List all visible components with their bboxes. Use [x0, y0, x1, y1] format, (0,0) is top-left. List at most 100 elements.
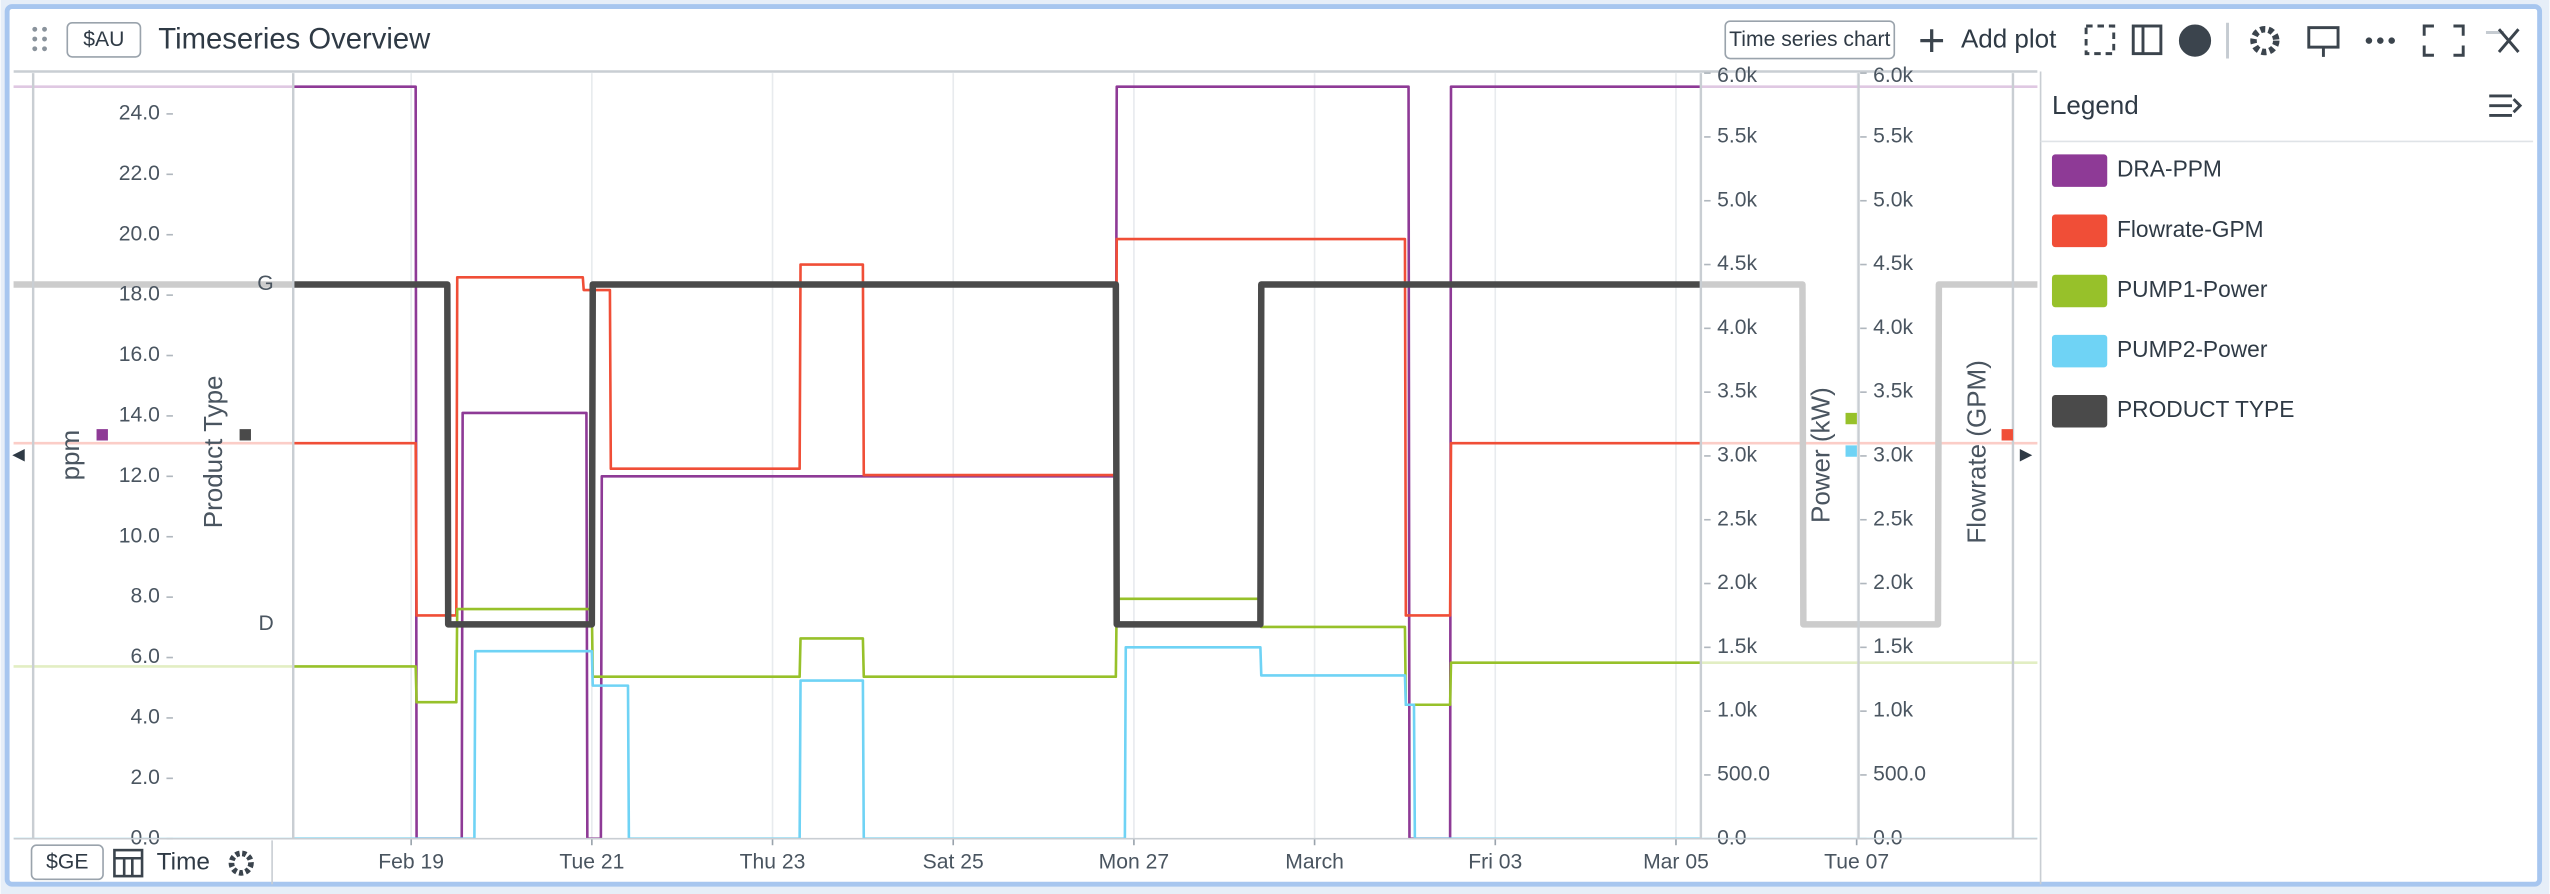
- y2-tick-label: 4.5k: [1717, 252, 1757, 275]
- chart-type-button[interactable]: [1724, 20, 1896, 60]
- y2-tick-label: 5.0k: [1717, 188, 1757, 211]
- x-tick-label: Thu 23: [740, 851, 806, 874]
- y3-tick-label: 2.0k: [1873, 571, 1913, 594]
- y2-tick-label: 5.5k: [1717, 125, 1757, 148]
- y2-axis-title: Power (kW): [1806, 387, 1836, 523]
- y3-tick-label: 6.0k: [1873, 64, 1913, 87]
- y3-tick-label: 5.0k: [1873, 188, 1913, 211]
- y-tick-label: 8.0: [131, 585, 160, 608]
- legend-label[interactable]: PUMP1-Power: [2117, 276, 2268, 302]
- more-icon[interactable]: [2365, 37, 2395, 44]
- scroll-left[interactable]: ◀: [12, 445, 25, 463]
- y2-tick-label: 1.0k: [1717, 699, 1757, 722]
- faded-range-left: [13, 73, 294, 839]
- legend-title: Legend: [2052, 90, 2139, 120]
- y-tick-label: 16.0: [119, 343, 160, 366]
- product-tick-label: G: [257, 272, 273, 295]
- y-tick-label: 2.0: [131, 766, 160, 789]
- x-tick-label: Tue 21: [559, 851, 624, 874]
- product-axis-title: Product Type: [198, 376, 228, 529]
- y-tick-label: 6.0: [131, 645, 160, 668]
- y3-tick-label: 3.5k: [1873, 380, 1913, 403]
- legend-collapse-icon[interactable]: [2489, 94, 2523, 117]
- x-tick-label: Mon 27: [1099, 851, 1169, 874]
- download-icon[interactable]: [2178, 24, 2212, 57]
- legend-swatch: [2051, 154, 2108, 187]
- y2-tick-label: 4.0k: [1717, 316, 1757, 339]
- layout-icon[interactable]: [2131, 24, 2163, 56]
- y-axis-title: ppm: [55, 430, 85, 481]
- legend-label[interactable]: Flowrate-GPM: [2117, 216, 2264, 242]
- y-tick-label: 12.0: [119, 464, 160, 487]
- x-tick-label: March: [1285, 851, 1344, 874]
- add-plot-icon[interactable]: [1920, 29, 1944, 53]
- x-tick-label: Fri 03: [1468, 851, 1522, 874]
- add-plot-label[interactable]: Add plot: [1961, 24, 2057, 54]
- y-tick-label: 22.0: [119, 162, 160, 185]
- y3-tick-label: 5.5k: [1873, 125, 1913, 148]
- y-tick-label: 10.0: [119, 524, 160, 547]
- toolbar-icons: [2084, 22, 2520, 59]
- product-tick-label: D: [258, 612, 273, 635]
- y-tick-label: 0.0: [131, 826, 160, 849]
- x-tick-label: Tue 07: [1824, 851, 1889, 874]
- y3-tick-label: 4.0k: [1873, 316, 1913, 339]
- scroll-right[interactable]: ▶: [2020, 445, 2033, 463]
- x-tag: $GE: [46, 851, 88, 874]
- fullscreen-icon[interactable]: [2422, 24, 2465, 57]
- axis-swatch: [239, 429, 251, 441]
- axis-lines: [13, 70, 2038, 839]
- y2-tick-label: 2.5k: [1717, 507, 1757, 530]
- calendar-icon[interactable]: [113, 848, 144, 878]
- y3-tick-label: 0.0: [1873, 826, 1902, 849]
- legend-swatch: [2051, 214, 2108, 248]
- x-tick-label: Sat 25: [923, 851, 984, 874]
- x-tick-label: Feb 19: [378, 851, 444, 874]
- tag: $AU: [83, 28, 124, 51]
- y3-tick-label: 1.5k: [1873, 635, 1913, 658]
- y3-tick-label: 1.0k: [1873, 699, 1913, 722]
- legend-swatch: [2051, 274, 2108, 308]
- legend-swatch: [2051, 334, 2108, 368]
- y3-tick-label: 500.0: [1873, 763, 1926, 786]
- y-tick-label: 4.0: [131, 706, 160, 729]
- legend-label[interactable]: DRA-PPM: [2117, 156, 2222, 182]
- y-tick-label: 20.0: [119, 222, 160, 245]
- x-tick-label: Mar 05: [1643, 851, 1709, 874]
- chart-type-label: Time series chart: [1729, 28, 1890, 51]
- settings-icon[interactable]: [2250, 26, 2280, 56]
- y2-tick-label: 0.0: [1717, 826, 1746, 849]
- legend-swatch: [2051, 394, 2108, 428]
- y-tick-label: 24.0: [119, 101, 160, 124]
- x-tag-pill[interactable]: [30, 844, 104, 881]
- y2-tick-label: 1.5k: [1717, 635, 1757, 658]
- legend: DRA-PPM Flowrate-GPM PUMP1-Power PUMP2-Powe…: [2051, 154, 2294, 428]
- header: $AU Timeseries Overview Time series char…: [32, 20, 2520, 60]
- y2-tick-label: 500.0: [1717, 763, 1770, 786]
- y-tick-label: 18.0: [119, 283, 160, 306]
- axis-swatch: [1845, 445, 1857, 457]
- axis-swatch: [96, 429, 108, 441]
- y2-tick-label: 6.0k: [1717, 64, 1757, 87]
- y3-axis-title: Flowrate (GPM): [1962, 360, 1992, 543]
- close-icon[interactable]: [2497, 28, 2520, 53]
- y3-tick-label: 3.0k: [1873, 444, 1913, 467]
- drag-handle[interactable]: [32, 26, 47, 52]
- y3-tick-label: 4.5k: [1873, 252, 1913, 275]
- y2-tick-label: 2.0k: [1717, 571, 1757, 594]
- tag-pill[interactable]: [66, 21, 142, 58]
- axes: Feb 19 Tue 21 Thu 23 Sat 25 Mon 27 March Fri 0…: [119, 64, 1926, 874]
- series-line: [13, 85, 2038, 839]
- y3-tick-label: 2.5k: [1873, 507, 1913, 530]
- legend-label[interactable]: PUMP2-Power: [2117, 336, 2268, 362]
- axis-swatch: [2001, 429, 2013, 441]
- x-settings-icon[interactable]: [228, 850, 254, 876]
- footer: $GE Time: [30, 840, 273, 885]
- legend-label[interactable]: PRODUCT TYPE: [2117, 396, 2294, 422]
- select-icon[interactable]: [2084, 24, 2116, 56]
- y2-tick-label: 3.5k: [1717, 380, 1757, 403]
- faded-range-right: [1700, 73, 2038, 839]
- y-tick-label: 14.0: [119, 404, 160, 427]
